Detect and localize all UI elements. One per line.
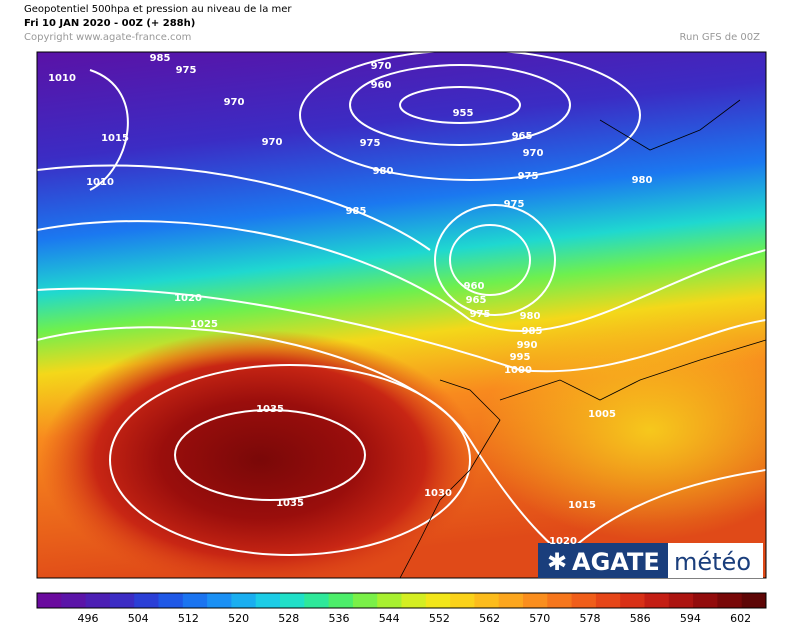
isobar-label: 1035 xyxy=(276,498,304,509)
isobar-label: 960 xyxy=(371,80,392,91)
colorbar-label: 512 xyxy=(178,612,199,625)
colorbar-label: 602 xyxy=(730,612,751,625)
colorbar-label: 552 xyxy=(429,612,450,625)
isobar-label: 1010 xyxy=(48,73,76,84)
header-run: Run GFS de 00Z xyxy=(680,32,761,43)
isobar-label: 1030 xyxy=(424,488,452,499)
colorbar-swatch xyxy=(109,593,135,608)
isobar-label: 980 xyxy=(632,175,653,186)
isobar-label: 985 xyxy=(150,53,171,64)
colorbar-swatch xyxy=(304,593,330,608)
isobar-label: 1005 xyxy=(588,409,616,420)
colorbar-label: 586 xyxy=(630,612,651,625)
colorbar-swatch xyxy=(571,593,597,608)
colorbar-swatch xyxy=(134,593,159,608)
header-title: Geopotentiel 500hpa et pression au nivea… xyxy=(24,4,292,15)
colorbar-swatch xyxy=(352,593,378,608)
colorbar-swatch xyxy=(717,593,743,608)
colorbar-swatch xyxy=(37,593,62,608)
svg-text:✱: ✱ xyxy=(547,548,567,576)
header-copyright: Copyright www.agate-france.com xyxy=(24,32,191,43)
colorbar-swatch xyxy=(474,593,500,608)
isobar-label: 995 xyxy=(510,352,531,363)
isobar-label: 985 xyxy=(522,326,543,337)
isobar-label: 985 xyxy=(346,206,367,217)
map-frame xyxy=(36,51,767,579)
logo: ✱ AGATE météo xyxy=(538,543,763,578)
isobar-label: 965 xyxy=(466,295,487,306)
colorbar-swatch xyxy=(523,593,548,608)
colorbar-swatch xyxy=(231,593,257,608)
isobar-label: 975 xyxy=(176,65,197,76)
isobar-label: 1015 xyxy=(101,133,129,144)
map xyxy=(37,52,766,578)
isobar-label: 1020 xyxy=(174,293,202,304)
logo-brand: AGATE xyxy=(572,548,660,576)
colorbar-swatch xyxy=(668,593,694,608)
colorbar: 496 504 512 520 528 536 544 552 562 570 578 586 594 6… xyxy=(36,592,767,625)
colorbar-swatch xyxy=(158,593,184,608)
colorbar-swatch xyxy=(182,593,208,608)
colorbar-swatch xyxy=(377,593,402,608)
isobar-label: 975 xyxy=(518,171,539,182)
colorbar-swatch xyxy=(61,593,87,608)
colorbar-label: 578 xyxy=(580,612,601,625)
isobar-label: 990 xyxy=(517,340,538,351)
isobar-label: 960 xyxy=(464,281,485,292)
colorbar-swatch xyxy=(328,593,354,608)
colorbar-label: 536 xyxy=(329,612,350,625)
isobar-label: 1020 xyxy=(549,536,577,547)
colorbar-swatch xyxy=(450,593,475,608)
isobar-label: 980 xyxy=(373,166,394,177)
colorbar-label: 504 xyxy=(128,612,149,625)
colorbar-swatch xyxy=(498,593,524,608)
isobar-label: 955 xyxy=(453,108,474,119)
colorbar-swatch xyxy=(425,593,451,608)
colorbar-swatch xyxy=(207,593,232,608)
colorbar-swatch xyxy=(280,593,305,608)
colorbar-label: 520 xyxy=(228,612,249,625)
colorbar-label: 544 xyxy=(379,612,400,625)
colorbar-swatch xyxy=(401,593,427,608)
isobar-label: 970 xyxy=(523,148,544,159)
isobar-label: 1010 xyxy=(86,177,114,188)
isobar-label: 975 xyxy=(470,309,491,320)
colorbar-swatch xyxy=(255,593,281,608)
isobar-label: 975 xyxy=(504,199,525,210)
colorbar-swatch xyxy=(85,593,111,608)
colorbar-label: 594 xyxy=(680,612,701,625)
isobar-label: 965 xyxy=(512,131,533,142)
colorbar-swatch xyxy=(547,593,573,608)
isobar-label: 970 xyxy=(371,61,392,72)
isobar-label: 970 xyxy=(224,97,245,108)
isobar-label: 980 xyxy=(520,311,541,322)
isobar-label: 1035 xyxy=(256,404,284,415)
isobar-label: 970 xyxy=(262,137,283,148)
colorbar-swatch xyxy=(693,593,718,608)
logo-suffix: météo xyxy=(674,548,751,576)
isobar-label: 1015 xyxy=(568,500,596,511)
isobar-label: 1025 xyxy=(190,319,218,330)
isobar-labels: 985 975 970 1010 1015 1010 970 975 980 985 970 960 9… xyxy=(48,53,652,547)
colorbar-swatch xyxy=(741,593,767,608)
colorbar-label: 570 xyxy=(529,612,550,625)
colorbar-swatch xyxy=(595,593,621,608)
colorbar-swatch xyxy=(644,593,670,608)
colorbar-frame xyxy=(36,592,767,609)
colorbar-label: 496 xyxy=(78,612,99,625)
isobar-label: 975 xyxy=(360,138,381,149)
colorbar-swatch xyxy=(620,593,645,608)
colorbar-label: 528 xyxy=(278,612,299,625)
colorbar-label: 562 xyxy=(479,612,500,625)
header-date: Fri 10 JAN 2020 - 00Z (+ 288h) xyxy=(24,18,195,29)
isobar-label: 1000 xyxy=(504,365,532,376)
